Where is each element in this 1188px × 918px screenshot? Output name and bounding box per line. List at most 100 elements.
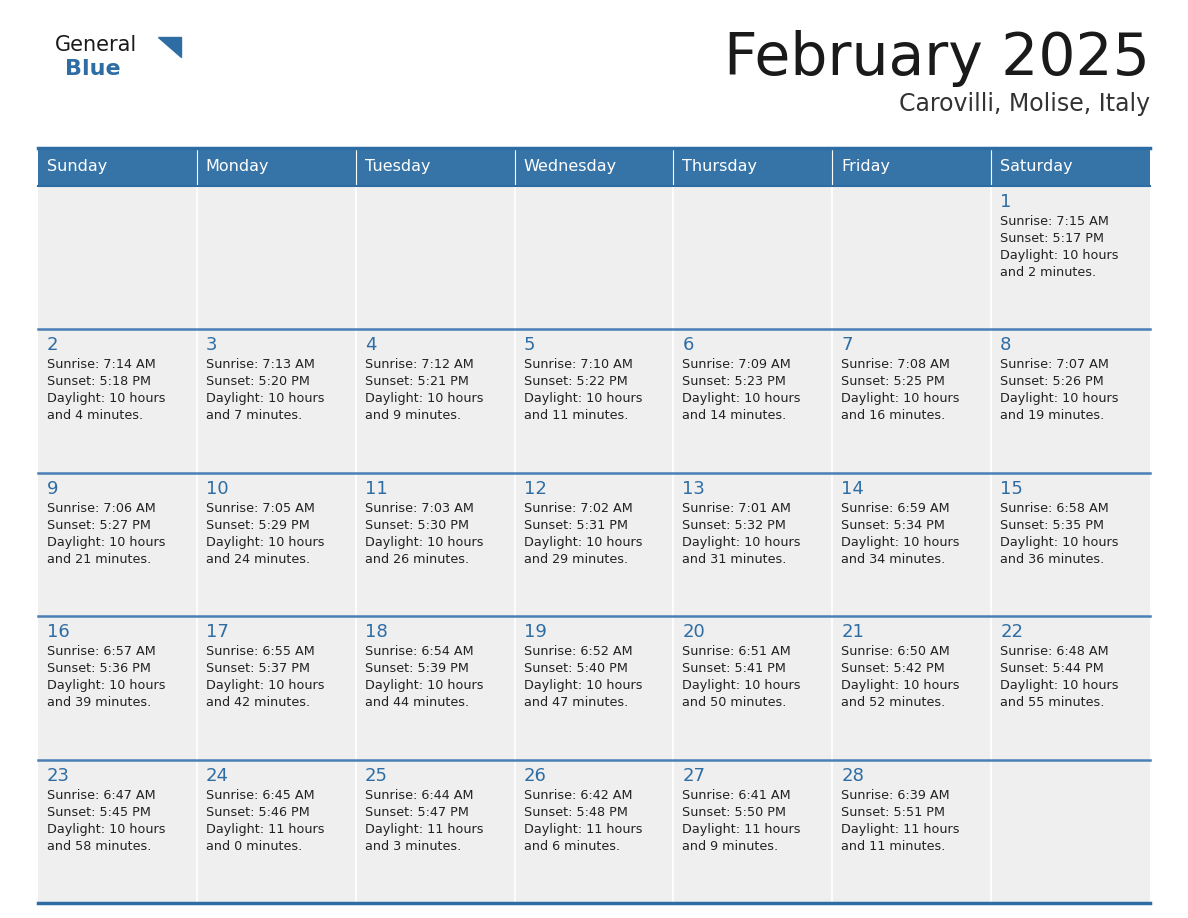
Text: Sunrise: 7:08 AM: Sunrise: 7:08 AM xyxy=(841,358,950,372)
Text: Saturday: Saturday xyxy=(1000,160,1073,174)
Text: Sunset: 5:50 PM: Sunset: 5:50 PM xyxy=(682,806,786,819)
Text: and 26 minutes.: and 26 minutes. xyxy=(365,553,469,565)
Bar xyxy=(991,186,1150,330)
Text: and 42 minutes.: and 42 minutes. xyxy=(206,696,310,710)
Text: Sunset: 5:29 PM: Sunset: 5:29 PM xyxy=(206,519,310,532)
Text: Sunrise: 7:07 AM: Sunrise: 7:07 AM xyxy=(1000,358,1110,372)
Text: Sunset: 5:47 PM: Sunset: 5:47 PM xyxy=(365,806,468,819)
Text: and 14 minutes.: and 14 minutes. xyxy=(682,409,786,422)
Text: 12: 12 xyxy=(524,480,546,498)
Text: Sunset: 5:20 PM: Sunset: 5:20 PM xyxy=(206,375,310,388)
Text: and 39 minutes.: and 39 minutes. xyxy=(48,696,151,710)
Text: 17: 17 xyxy=(206,623,229,641)
Text: 11: 11 xyxy=(365,480,387,498)
Polygon shape xyxy=(158,37,181,57)
Text: Daylight: 10 hours: Daylight: 10 hours xyxy=(1000,249,1119,262)
Bar xyxy=(197,148,355,186)
Text: 3: 3 xyxy=(206,336,217,354)
Text: Daylight: 10 hours: Daylight: 10 hours xyxy=(841,392,960,406)
Text: 6: 6 xyxy=(682,336,694,354)
Text: Daylight: 10 hours: Daylight: 10 hours xyxy=(206,536,324,549)
Text: Sunrise: 6:58 AM: Sunrise: 6:58 AM xyxy=(1000,502,1108,515)
Text: Tuesday: Tuesday xyxy=(365,160,430,174)
Text: Sunrise: 7:05 AM: Sunrise: 7:05 AM xyxy=(206,502,315,515)
Text: 1: 1 xyxy=(1000,193,1011,211)
Text: Sunrise: 6:59 AM: Sunrise: 6:59 AM xyxy=(841,502,950,515)
Text: Sunrise: 6:54 AM: Sunrise: 6:54 AM xyxy=(365,645,473,658)
Bar xyxy=(991,473,1150,616)
Text: 19: 19 xyxy=(524,623,546,641)
Bar xyxy=(355,473,514,616)
Text: 21: 21 xyxy=(841,623,864,641)
Bar xyxy=(38,759,197,903)
Bar xyxy=(991,759,1150,903)
Text: and 7 minutes.: and 7 minutes. xyxy=(206,409,302,422)
Text: Friday: Friday xyxy=(841,160,890,174)
Text: Daylight: 10 hours: Daylight: 10 hours xyxy=(365,679,484,692)
Text: and 9 minutes.: and 9 minutes. xyxy=(365,409,461,422)
Text: Sunrise: 6:45 AM: Sunrise: 6:45 AM xyxy=(206,789,315,801)
Text: 4: 4 xyxy=(365,336,377,354)
Text: 2: 2 xyxy=(48,336,58,354)
Text: 13: 13 xyxy=(682,480,706,498)
Text: 24: 24 xyxy=(206,767,229,785)
Text: 22: 22 xyxy=(1000,623,1023,641)
Text: 15: 15 xyxy=(1000,480,1023,498)
Text: and 24 minutes.: and 24 minutes. xyxy=(206,553,310,565)
Text: Daylight: 10 hours: Daylight: 10 hours xyxy=(524,392,642,406)
Text: Sunset: 5:23 PM: Sunset: 5:23 PM xyxy=(682,375,786,388)
Text: Sunset: 5:22 PM: Sunset: 5:22 PM xyxy=(524,375,627,388)
Text: February 2025: February 2025 xyxy=(725,30,1150,87)
Text: and 11 minutes.: and 11 minutes. xyxy=(841,840,946,853)
Text: 10: 10 xyxy=(206,480,228,498)
Text: and 34 minutes.: and 34 minutes. xyxy=(841,553,946,565)
Text: 7: 7 xyxy=(841,336,853,354)
Text: Wednesday: Wednesday xyxy=(524,160,617,174)
Text: Daylight: 10 hours: Daylight: 10 hours xyxy=(365,536,484,549)
Bar xyxy=(514,148,674,186)
Text: 5: 5 xyxy=(524,336,535,354)
Text: Daylight: 10 hours: Daylight: 10 hours xyxy=(1000,679,1119,692)
Text: Sunrise: 6:55 AM: Sunrise: 6:55 AM xyxy=(206,645,315,658)
Text: Daylight: 11 hours: Daylight: 11 hours xyxy=(682,823,801,835)
Text: Blue: Blue xyxy=(65,59,121,79)
Text: and 21 minutes.: and 21 minutes. xyxy=(48,553,151,565)
Text: Sunset: 5:31 PM: Sunset: 5:31 PM xyxy=(524,519,627,532)
Text: Sunset: 5:34 PM: Sunset: 5:34 PM xyxy=(841,519,946,532)
Text: 14: 14 xyxy=(841,480,864,498)
Text: and 31 minutes.: and 31 minutes. xyxy=(682,553,786,565)
Bar xyxy=(674,616,833,759)
Text: Carovilli, Molise, Italy: Carovilli, Molise, Italy xyxy=(899,92,1150,116)
Text: and 16 minutes.: and 16 minutes. xyxy=(841,409,946,422)
Text: Sunrise: 6:42 AM: Sunrise: 6:42 AM xyxy=(524,789,632,801)
Text: 26: 26 xyxy=(524,767,546,785)
Text: Sunset: 5:27 PM: Sunset: 5:27 PM xyxy=(48,519,151,532)
Text: Sunset: 5:48 PM: Sunset: 5:48 PM xyxy=(524,806,627,819)
Bar xyxy=(514,330,674,473)
Text: and 6 minutes.: and 6 minutes. xyxy=(524,840,620,853)
Text: 20: 20 xyxy=(682,623,706,641)
Bar xyxy=(355,616,514,759)
Bar xyxy=(355,148,514,186)
Text: 28: 28 xyxy=(841,767,864,785)
Bar xyxy=(833,473,991,616)
Text: Sunset: 5:18 PM: Sunset: 5:18 PM xyxy=(48,375,151,388)
Text: and 55 minutes.: and 55 minutes. xyxy=(1000,696,1105,710)
Text: Daylight: 10 hours: Daylight: 10 hours xyxy=(524,679,642,692)
Bar xyxy=(833,148,991,186)
Bar xyxy=(355,759,514,903)
Text: Daylight: 11 hours: Daylight: 11 hours xyxy=(365,823,484,835)
Text: Sunrise: 7:10 AM: Sunrise: 7:10 AM xyxy=(524,358,632,372)
Text: Sunrise: 6:48 AM: Sunrise: 6:48 AM xyxy=(1000,645,1108,658)
Text: Sunset: 5:51 PM: Sunset: 5:51 PM xyxy=(841,806,946,819)
Bar xyxy=(38,473,197,616)
Text: and 36 minutes.: and 36 minutes. xyxy=(1000,553,1105,565)
Text: Sunset: 5:37 PM: Sunset: 5:37 PM xyxy=(206,662,310,676)
Text: Sunrise: 7:13 AM: Sunrise: 7:13 AM xyxy=(206,358,315,372)
Text: and 19 minutes.: and 19 minutes. xyxy=(1000,409,1105,422)
Text: Sunset: 5:40 PM: Sunset: 5:40 PM xyxy=(524,662,627,676)
Text: Sunset: 5:41 PM: Sunset: 5:41 PM xyxy=(682,662,786,676)
Bar xyxy=(197,473,355,616)
Text: Sunrise: 7:14 AM: Sunrise: 7:14 AM xyxy=(48,358,156,372)
Bar xyxy=(674,186,833,330)
